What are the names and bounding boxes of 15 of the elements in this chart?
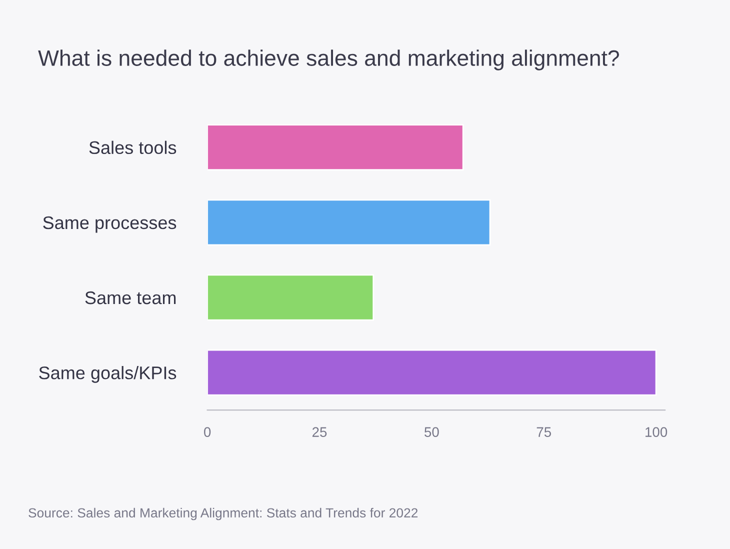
bar [207,124,464,171]
x-tick-label: 100 [646,427,668,437]
bar [207,199,491,246]
x-tick-label: 50 [424,427,439,437]
y-tick-label: Sales tools [89,140,176,154]
y-tick-label: Same goals/KPIs [39,366,176,383]
y-tick-label: Same processes [43,216,176,233]
x-tick-label: 0 [204,427,211,437]
y-tick-label: Same team [85,291,176,304]
bar [207,274,374,321]
bar [207,349,657,396]
x-tick-label: 75 [536,427,552,437]
source-note: Source: Sales and Marketing Alignment: Stats and Trends for 2022 [28,508,418,520]
chart-title: What is needed to achieve sales and marketing alignment? [38,50,619,70]
x-tick-label: 25 [312,427,327,437]
